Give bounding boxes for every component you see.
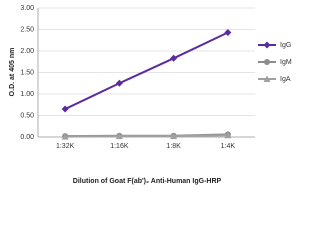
data-point xyxy=(115,132,123,140)
legend-marker xyxy=(263,75,271,82)
y-tick-label: 3.00 xyxy=(20,5,34,12)
legend-marker xyxy=(264,59,270,65)
x-tick-label: 1:8K xyxy=(166,143,181,150)
y-axis-title: O.D. at 405 nm xyxy=(9,48,16,97)
y-tick-label: 2.00 xyxy=(20,48,34,55)
data-point xyxy=(115,79,123,87)
data-point xyxy=(170,54,178,62)
data-point xyxy=(61,133,69,140)
y-tick-label: 2.50 xyxy=(20,26,34,33)
legend-label: IgA xyxy=(280,76,291,83)
x-tick-label: 1:16K xyxy=(110,143,129,150)
legend-marker xyxy=(263,41,271,49)
legend-label: IgG xyxy=(280,42,291,49)
chart: O.D. at 405 nm Dilution of Goat F(ab')₂ … xyxy=(9,5,292,185)
y-tick-label: 1.00 xyxy=(20,91,34,98)
y-tick-label: 1.50 xyxy=(20,69,34,76)
data-point xyxy=(170,132,178,140)
data-point xyxy=(224,131,232,139)
y-tick-label: 0.50 xyxy=(20,112,34,119)
data-point xyxy=(61,105,69,113)
data-point xyxy=(224,29,232,37)
legend-label: IgM xyxy=(280,59,292,66)
x-tick-label: 1:4K xyxy=(221,143,236,150)
y-tick-label: 0.00 xyxy=(20,134,34,141)
series-line xyxy=(65,134,228,138)
x-tick-label: 1:32K xyxy=(56,143,75,150)
x-axis-title: Dilution of Goat F(ab')₂ Anti-Human IgG-… xyxy=(73,178,222,185)
series-line xyxy=(64,31,229,110)
